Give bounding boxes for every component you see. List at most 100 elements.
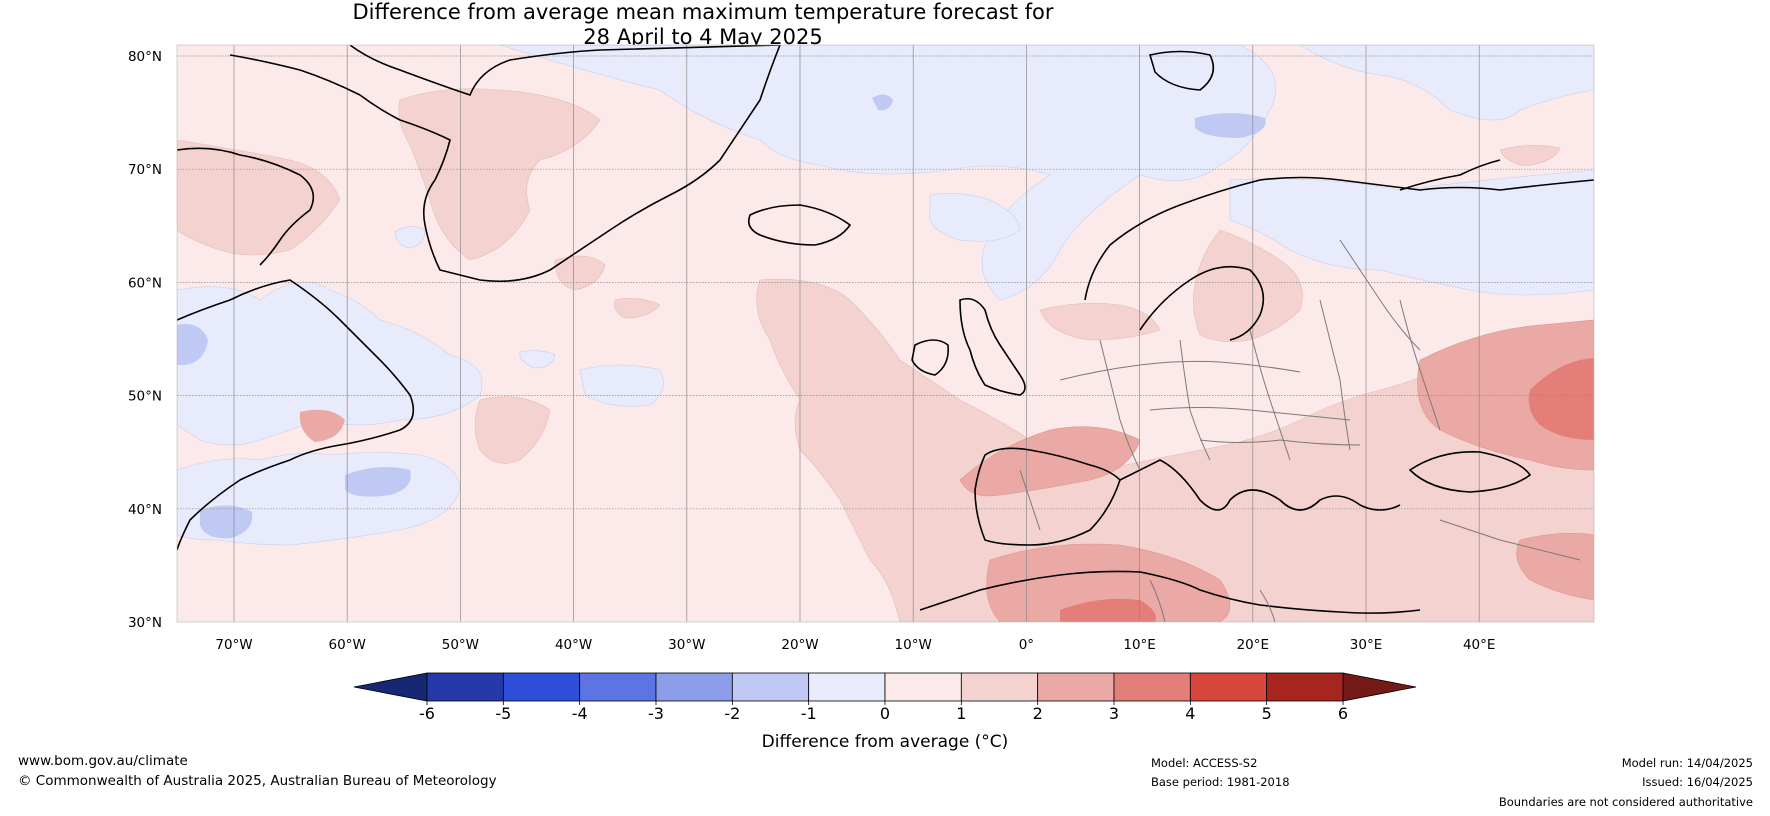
- colorbar-label: Difference from average (°C): [762, 732, 1009, 752]
- cool-region-small: [519, 350, 556, 369]
- colorbar-bin: [655, 672, 733, 702]
- coast-baltic: [1139, 265, 1265, 341]
- colorbar-bin: [884, 672, 962, 702]
- lon-label: 0°: [1019, 637, 1034, 653]
- warm-region-patch-a: [554, 255, 606, 291]
- lon-label: 60°W: [329, 637, 366, 653]
- coast-black-sea: [1408, 451, 1532, 493]
- border-13: [1019, 469, 1041, 531]
- warm-region-patch-c: [1499, 145, 1561, 167]
- lat-label: 40°N: [128, 502, 162, 518]
- border-9: [1339, 239, 1421, 351]
- cool-region-greenland-east: [394, 226, 426, 249]
- map-frame: [176, 44, 1595, 623]
- colorbar-bin: [960, 672, 1039, 702]
- lon-label: 50°W: [442, 637, 479, 653]
- coast-novaya-zemlya: [1399, 159, 1501, 191]
- colorbar-tick-label: -5: [495, 704, 511, 723]
- warm-region-iberia-france: [959, 426, 1141, 497]
- colorbar-tick-label: -1: [801, 704, 817, 723]
- border-4: [1249, 329, 1291, 461]
- coast-ireland: [911, 339, 950, 376]
- coast-greenland: [229, 45, 781, 283]
- colorbar-tick-label: 0: [880, 704, 890, 723]
- warm-region-uk: [1039, 303, 1161, 341]
- anomaly-shading: [177, 45, 1594, 622]
- colorbar-bin: [1189, 672, 1268, 702]
- lat-label: 70°N: [128, 162, 162, 178]
- coast-uk: [959, 297, 1026, 396]
- title-line-1: Difference from average mean maximum tem…: [352, 0, 1054, 24]
- colorbar-bin: [731, 672, 810, 702]
- colorbar-tick-label: 2: [1033, 704, 1043, 723]
- hot-region-russia: [1528, 358, 1594, 440]
- warm-region-baffin: [177, 139, 341, 256]
- lat-label: 50°N: [128, 389, 162, 405]
- cold-patch-3: [177, 324, 208, 365]
- warm-region-middle-east: [1516, 533, 1594, 601]
- cool-region-russia: [1229, 169, 1594, 296]
- colorbar-tick-label: 1: [956, 704, 966, 723]
- colorbar-tick-label: -3: [648, 704, 664, 723]
- model-text: Model: ACCESS-S2: [1151, 756, 1258, 770]
- colorbar-tick-label: 6: [1338, 704, 1348, 723]
- border-7: [1199, 439, 1361, 446]
- coast-svalbard: [1148, 50, 1215, 91]
- border-8: [1399, 299, 1441, 431]
- lat-label: 60°N: [128, 275, 162, 291]
- warm-region-africa: [986, 543, 1231, 622]
- border-10: [1149, 579, 1166, 622]
- latitude-labels: 80°N 70°N 60°N 50°N 40°N 30°N: [128, 49, 162, 631]
- warm-region-scandinavia: [1193, 229, 1303, 342]
- copyright-text: © Commonwealth of Australia 2025, Austra…: [18, 773, 497, 789]
- cold-patch-5: [200, 505, 253, 539]
- website-text: www.bom.gov.au/climate: [18, 753, 188, 769]
- border-5: [1319, 299, 1351, 451]
- warm-region-greenland: [398, 88, 601, 261]
- coastlines: [177, 45, 1594, 614]
- colorbar-tick-label: 3: [1109, 704, 1119, 723]
- lat-label: 30°N: [128, 615, 162, 631]
- lon-label: 70°W: [215, 637, 252, 653]
- colorbar-tick-label: -4: [572, 704, 588, 723]
- colorbar-bin: [1113, 672, 1191, 702]
- map-title: Difference from average mean maximum tem…: [0, 0, 1406, 50]
- colorbar-tick-label: 5: [1262, 704, 1272, 723]
- disclaimer-text: Boundaries are not considered authoritat…: [1498, 795, 1753, 809]
- lon-label: 10°W: [895, 637, 932, 653]
- country-borders: [1019, 239, 1581, 622]
- colorbar-bin: [426, 672, 504, 702]
- lon-label: 30°W: [668, 637, 705, 653]
- coast-africa: [919, 570, 1421, 614]
- lon-label: 20°W: [781, 637, 818, 653]
- lon-label: 30°E: [1350, 637, 1382, 653]
- gridlines: [177, 45, 1594, 622]
- warm-region-patch-b: [614, 298, 661, 319]
- colorbar-bin: [1037, 672, 1115, 702]
- border-11: [1259, 589, 1276, 622]
- issued-text: Issued: 16/04/2025: [1642, 775, 1753, 789]
- lon-label: 10°E: [1123, 637, 1155, 653]
- warm-region-newfoundland: [299, 409, 345, 442]
- colorbar-bin: [1266, 672, 1344, 702]
- coast-mediterranean-north: [1119, 459, 1401, 511]
- colorbar-over-triangle: [1342, 672, 1417, 702]
- coast-norway: [1084, 176, 1594, 301]
- colorbar-under-triangle: [353, 672, 428, 702]
- lon-label: 20°E: [1237, 637, 1269, 653]
- cold-patch-1: [1195, 113, 1266, 138]
- cool-region-iceland-sea: [929, 193, 1021, 242]
- border-3: [1179, 339, 1211, 461]
- colorbar-tick-label: 4: [1185, 704, 1195, 723]
- model-run-text: Model run: 14/04/2025: [1621, 756, 1753, 770]
- lat-label: 80°N: [128, 49, 162, 65]
- lon-label: 40°E: [1463, 637, 1495, 653]
- colorbar-tick-label: -2: [724, 704, 740, 723]
- coast-iceland: [747, 204, 852, 246]
- border-6: [1149, 407, 1351, 421]
- border-1: [1059, 360, 1301, 381]
- base-period-text: Base period: 1981-2018: [1151, 775, 1290, 789]
- coast-iberia: [974, 447, 1121, 546]
- colorbar-bin: [502, 672, 581, 702]
